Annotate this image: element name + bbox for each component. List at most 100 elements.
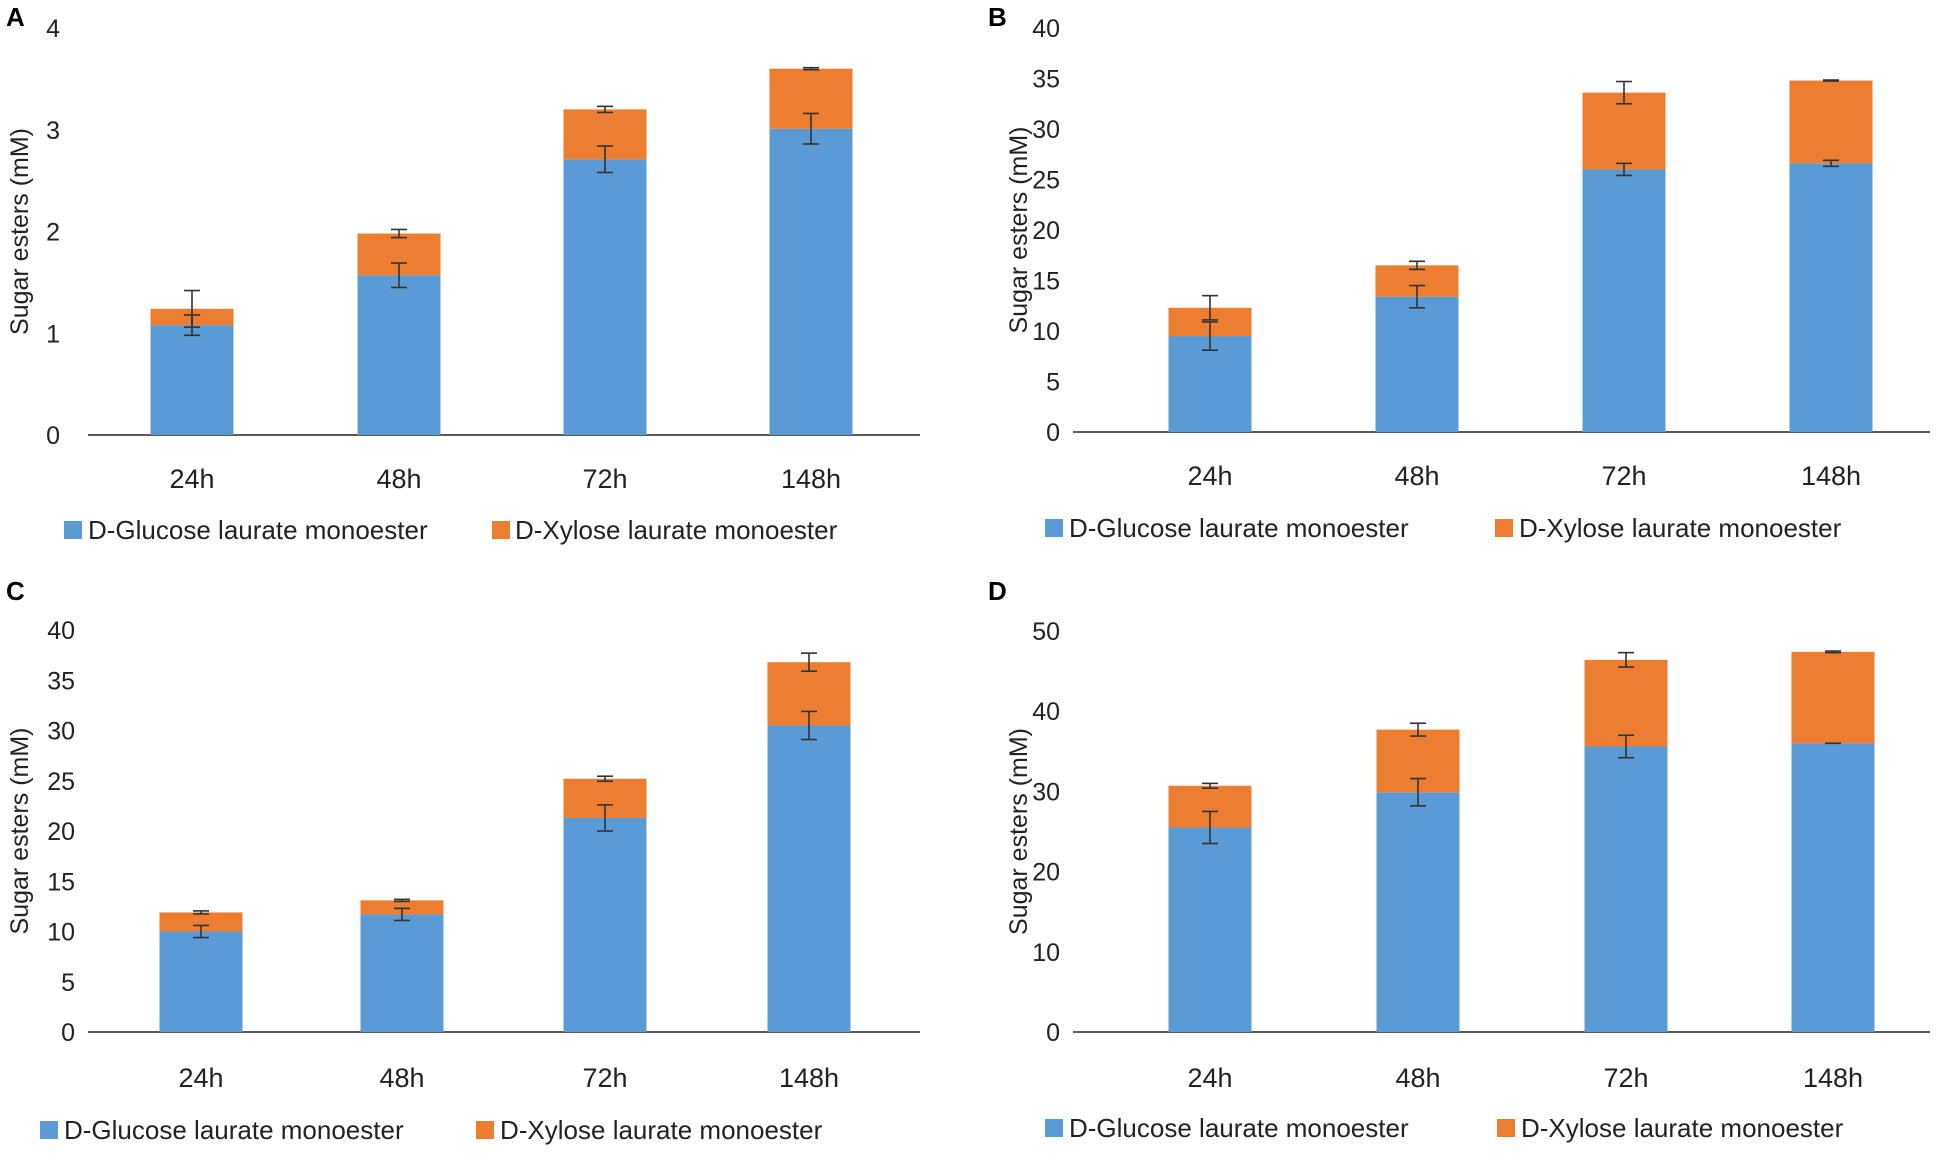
y-tick-label: 3 [46,117,60,145]
y-tick-label: 0 [1046,1019,1060,1047]
bar-segment-xylose [1582,92,1666,170]
x-tick-label: 48h [376,464,421,494]
y-tick-label: 30 [47,718,75,746]
x-tick-label: 24h [178,1063,223,1093]
error-bar [394,907,410,922]
error-bar [801,710,817,741]
error-bar [1616,80,1632,105]
y-tick-label: 20 [47,818,75,846]
y-axis-label: Sugar esters (mM) [6,128,34,335]
error-bar [391,228,407,239]
chart-panel-a: A Sugar esters (mM) 0 1 2 3 4 24h 48h 72h 148h D-Gl… [6,2,920,545]
error-bar [597,105,613,114]
y-tick-label: 1 [46,320,60,348]
error-bar [1618,651,1634,668]
y-tick-label: 40 [1032,698,1060,726]
bar-segment-glucose [1582,169,1666,432]
y-tick-label: 30 [1032,116,1060,144]
y-tick-label: 50 [1032,618,1060,646]
y-tick-label: 15 [47,868,75,896]
y-tick-label: 0 [46,422,60,450]
error-bar [1823,79,1839,82]
error-bar [1409,284,1425,309]
y-tick-label: 20 [1032,859,1060,887]
legend-label-xylose: D-Xylose laurate monoester [500,1115,823,1145]
legend-swatch-xylose [1497,1119,1515,1137]
panel-letter: A [6,2,25,32]
x-tick-label: 48h [1394,461,1439,491]
error-bar [1410,777,1426,807]
error-bar [193,910,209,915]
error-bar [1618,734,1634,759]
y-tick-label: 40 [47,617,75,645]
legend-swatch-glucose [40,1121,58,1139]
y-tick-label: 0 [61,1019,75,1047]
error-bar [801,652,817,673]
y-tick-label: 5 [61,969,75,997]
x-tick-label: 48h [1395,1063,1440,1093]
error-bar [803,66,819,71]
x-tick-label: 24h [169,464,214,494]
bar-segment-xylose [1789,80,1873,164]
bar-segment-xylose [159,912,243,932]
legend-label-xylose: D-Xylose laurate monoester [515,515,838,545]
error-bar [597,775,613,783]
y-tick-label: 20 [1032,217,1060,245]
legend-swatch-xylose [1495,519,1513,537]
bar-segment-glucose [1168,827,1252,1032]
legend-label-glucose: D-Glucose laurate monoester [88,515,428,545]
y-tick-label: 15 [1032,268,1060,296]
panel-letter: D [988,576,1007,606]
error-bar [1202,810,1218,845]
x-tick-label: 148h [1801,461,1861,491]
error-bar [597,804,613,832]
y-tick-label: 4 [46,15,60,43]
bar-segment-glucose [1375,296,1459,432]
x-tick-label: 148h [779,1063,839,1093]
legend-swatch-glucose [1045,519,1063,537]
bar-segment-glucose [767,725,851,1032]
bar-segment-xylose [360,900,444,915]
y-tick-label: 40 [1032,15,1060,43]
bar-segment-glucose [360,914,444,1032]
y-axis-label: Sugar esters (mM) [6,728,34,935]
error-bar [184,289,200,328]
y-axis-label: Sugar esters (mM) [1005,127,1033,334]
error-bar [1823,159,1839,168]
bar-segment-xylose [1791,651,1875,744]
x-tick-label: 72h [1601,461,1646,491]
x-tick-label: 148h [1803,1063,1863,1093]
error-bar [1202,321,1218,351]
y-tick-label: 30 [1032,778,1060,806]
legend-label-glucose: D-Glucose laurate monoester [64,1115,404,1145]
bar-segment-glucose [563,817,647,1032]
legend-swatch-xylose [476,1121,494,1139]
bar-segment-glucose [769,128,853,436]
y-tick-label: 25 [1032,167,1060,195]
chart-panel-c: C Sugar esters (mM) 0 5 10 15 20 25 30 35 40 24h 48h… [6,576,920,1145]
bar-segment-glucose [357,275,441,435]
legend-swatch-glucose [64,521,82,539]
legend-label-glucose: D-Glucose laurate monoester [1069,513,1409,543]
y-axis-label: Sugar esters (mM) [1005,728,1033,935]
y-tick-label: 10 [1032,939,1060,967]
bar-segment-glucose [159,931,243,1032]
bar-segment-glucose [1584,746,1668,1032]
legend-swatch-xylose [492,521,510,539]
bar-segment-glucose [1168,336,1252,432]
y-tick-label: 35 [1032,66,1060,94]
y-tick-label: 25 [47,768,75,796]
x-tick-label: 24h [1187,461,1232,491]
y-tick-label: 2 [46,219,60,247]
error-bar [597,145,613,174]
x-tick-label: 72h [582,464,627,494]
bar-segment-glucose [1376,792,1460,1032]
y-tick-label: 10 [47,919,75,947]
bar-segment-glucose [1791,743,1875,1032]
error-bar [1825,650,1841,654]
bar-segment-glucose [1789,163,1873,432]
bar-segment-glucose [150,325,234,435]
error-bar [1410,722,1426,737]
error-bar [193,924,209,939]
